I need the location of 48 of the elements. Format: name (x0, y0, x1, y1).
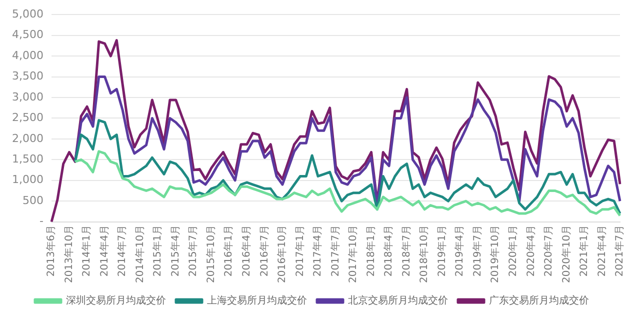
y-tick-label: 3,500 (12, 70, 44, 83)
y-tick-label: 4,500 (12, 28, 44, 42)
x-tick-label: 2016年7月 (258, 224, 270, 277)
x-tick-label: 2014年4月 (98, 224, 110, 277)
legend-label: 广东交易所月均成交价 (489, 294, 589, 307)
legend-label: 北京交易所月均成交价 (348, 294, 448, 307)
x-tick-label: 2017年10月 (347, 224, 360, 284)
x-tick-label: 2021年4月 (596, 224, 608, 277)
x-tick-label: 2015年1月 (152, 224, 164, 277)
x-tick-label: 2016年1月 (222, 224, 235, 277)
x-tick-label: 2014年7月 (116, 224, 128, 277)
legend-label: 深圳交易所月均成交价 (66, 294, 166, 307)
x-tick-label: 2018年7月 (400, 224, 412, 277)
x-tick-label: 2018年10月 (418, 224, 430, 284)
x-tick-label: 2014年10月 (134, 224, 146, 284)
x-tick-label: 2013年6月 (45, 224, 58, 277)
x-tick-label: 2020年7月 (542, 224, 555, 277)
y-tick-label: 2,500 (12, 111, 44, 124)
x-tick-label: 2017年4月 (312, 224, 324, 277)
x-tick-label: 2015年7月 (187, 224, 200, 277)
y-tick-label: - (40, 214, 44, 228)
y-tick-label: 3,000 (12, 90, 44, 104)
y-tick-label: 2,000 (12, 132, 44, 145)
x-tick-label: 2014年1月 (80, 224, 93, 277)
x-tick-label: 2019年10月 (489, 224, 502, 284)
x-tick-label: 2020年10月 (560, 224, 572, 284)
x-tick-label: 2015年4月 (169, 224, 182, 277)
x-tick-label: 2017年1月 (294, 224, 306, 277)
x-tick-label: 2020年1月 (507, 224, 519, 277)
x-tick-label: 2016年10月 (276, 224, 288, 284)
x-tick-label: 2015年10月 (204, 224, 217, 284)
y-tick-label: 1,500 (12, 152, 44, 166)
y-tick-label: 500 (22, 194, 44, 207)
legend-label: 上海交易所月均成交价 (207, 294, 307, 307)
x-tick-label: 2018年4月 (382, 224, 395, 277)
y-tick-label: 4,000 (12, 48, 44, 62)
x-tick-label: 2019年4月 (454, 224, 466, 277)
x-tick-label: 2021年7月 (614, 224, 626, 277)
x-tick-label: 2013年10月 (62, 224, 75, 284)
y-tick-label: 1,000 (12, 173, 44, 186)
x-tick-label: 2019年7月 (471, 224, 484, 277)
x-tick-label: 2016年4月 (240, 224, 253, 277)
y-tick-label: 5,000 (12, 7, 44, 20)
x-tick-label: 2020年4月 (524, 224, 537, 277)
x-tick-label: 2021年1月 (578, 224, 590, 277)
x-tick-label: 2017年7月 (329, 224, 342, 277)
x-tick-label: 2018年1月 (364, 224, 377, 277)
x-tick-label: 2019年1月 (436, 224, 448, 277)
